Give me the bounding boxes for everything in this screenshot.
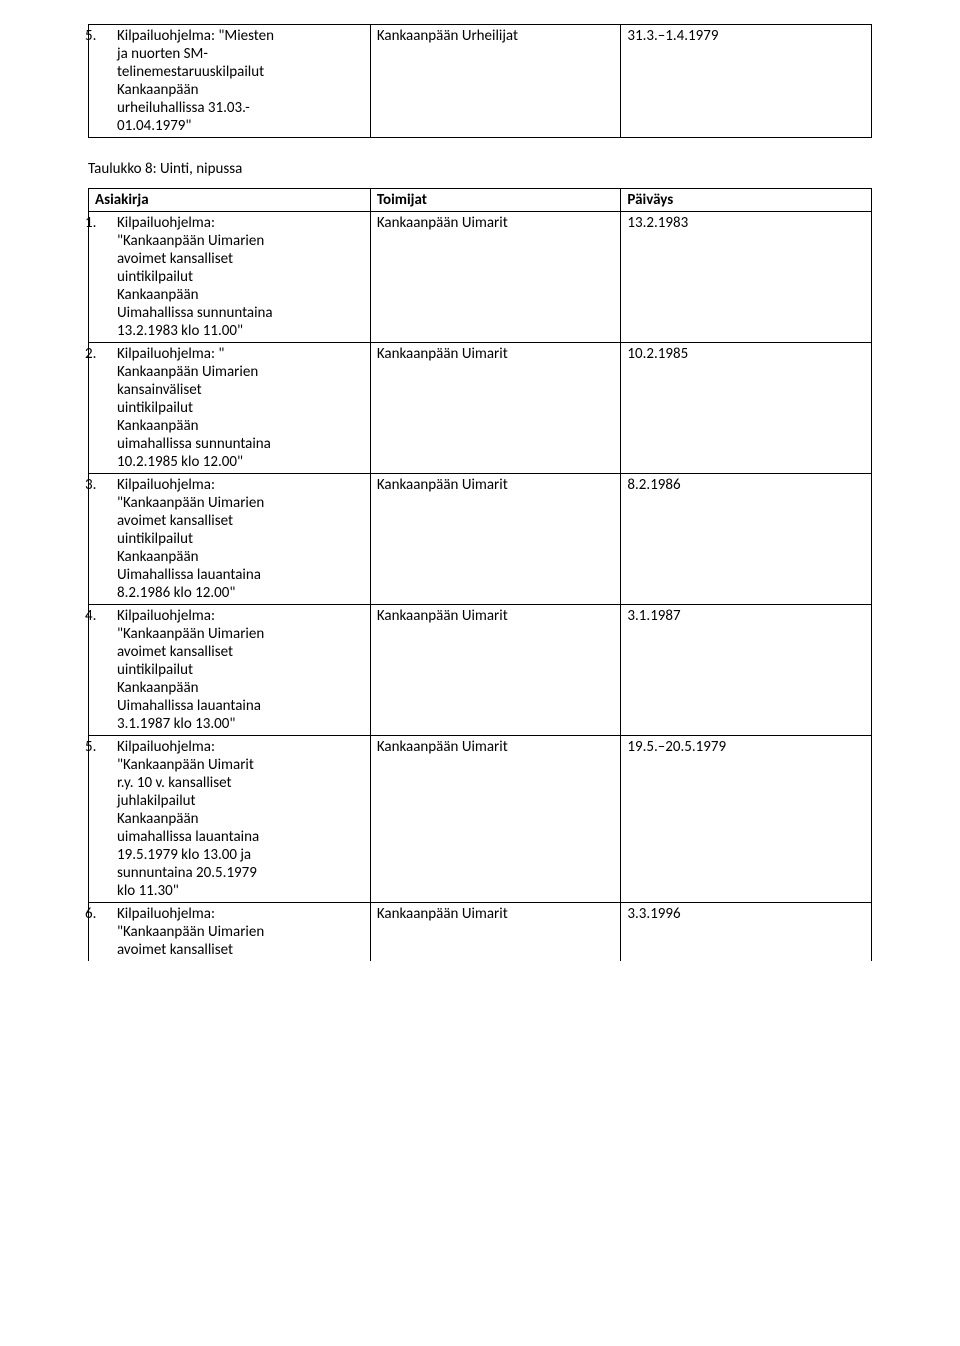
desc-line: 10.2.1985 klo 12.00"	[117, 453, 364, 471]
paivays-cell: 13.2.1983	[621, 212, 872, 343]
desc-line: Kankaanpään	[117, 548, 364, 566]
row-number: 2.	[101, 345, 117, 363]
desc-rest: ja nuorten SM- telinemestaruuskilpailut …	[95, 45, 364, 135]
toimijat-cell: Kankaanpään Uimarit	[370, 903, 621, 962]
desc-line: 3.1.1987 klo 13.00"	[117, 715, 364, 733]
toimijat-cell: Kankaanpään Uimarit	[370, 605, 621, 736]
desc-line: urheiluhallissa 31.03.-	[117, 99, 364, 117]
desc-text: Kilpailuohjelma:	[117, 607, 215, 625]
desc-line: Kankaanpään	[117, 81, 364, 99]
header-toimijat: Toimijat	[370, 189, 621, 212]
desc-line: uintikilpailut	[117, 530, 364, 548]
desc-line: "Kankaanpään Uimarit	[117, 756, 364, 774]
toimijat-cell: Kankaanpään Uimarit	[370, 212, 621, 343]
desc-line: juhlakilpailut	[117, 792, 364, 810]
desc-line: avoimet kansalliset	[117, 941, 364, 959]
table-row: 5.Kilpailuohjelma: "Miesten ja nuorten S…	[89, 25, 872, 138]
desc-line: avoimet kansalliset	[117, 512, 364, 530]
desc-line: Kankaanpään	[117, 679, 364, 697]
main-table: Asiakirja Toimijat Päiväys 1.Kilpailuohj…	[88, 188, 872, 961]
desc-line: "Kankaanpään Uimarien	[117, 494, 364, 512]
table-heading: Taulukko 8: Uinti, nipussa	[88, 160, 872, 178]
desc-line: Uimahallissa lauantaina	[117, 566, 364, 584]
toimijat-cell: Kankaanpään Urheilijat	[370, 25, 621, 138]
table-row: 2.Kilpailuohjelma: " Kankaanpään Uimarie…	[89, 343, 872, 474]
paivays-cell: 8.2.1986	[621, 474, 872, 605]
desc-line: 13.2.1983 klo 11.00"	[117, 322, 364, 340]
desc-line: uimahallissa sunnuntaina	[117, 435, 364, 453]
desc-line: Kankaanpään	[117, 417, 364, 435]
desc-line: avoimet kansalliset	[117, 643, 364, 661]
table-row: 6.Kilpailuohjelma: "Kankaanpään Uimarien…	[89, 903, 872, 962]
desc-line: Uimahallissa lauantaina	[117, 697, 364, 715]
toimijat-cell: Kankaanpään Uimarit	[370, 343, 621, 474]
desc-line: 01.04.1979"	[117, 117, 364, 135]
desc-line: "Kankaanpään Uimarien	[117, 232, 364, 250]
paivays-cell: 10.2.1985	[621, 343, 872, 474]
desc-line: uintikilpailut	[117, 399, 364, 417]
desc-line: uimahallissa lauantaina	[117, 828, 364, 846]
header-asiakirja: Asiakirja	[89, 189, 371, 212]
desc-line: klo 11.30"	[117, 882, 364, 900]
header-paivays: Päiväys	[621, 189, 872, 212]
table-row: 1.Kilpailuohjelma: "Kankaanpään Uimarien…	[89, 212, 872, 343]
desc-line: Uimahallissa sunnuntaina	[117, 304, 364, 322]
desc-first-line: 5.Kilpailuohjelma: "Miesten	[95, 27, 364, 45]
row-number: 5.	[101, 738, 117, 756]
desc-line: r.y. 10 v. kansalliset	[117, 774, 364, 792]
toimijat-cell: Kankaanpään Uimarit	[370, 474, 621, 605]
paivays-cell: 3.3.1996	[621, 903, 872, 962]
row-number: 3.	[101, 476, 117, 494]
desc-text: Kilpailuohjelma:	[117, 214, 215, 232]
desc-line: avoimet kansalliset	[117, 250, 364, 268]
desc-text: Kilpailuohjelma:	[117, 905, 215, 923]
table-row: 5.Kilpailuohjelma: "Kankaanpään Uimarit …	[89, 736, 872, 903]
desc-line: "Kankaanpään Uimarien	[117, 625, 364, 643]
desc-line: Kankaanpään Uimarien	[117, 363, 364, 381]
desc-text: Kilpailuohjelma:	[117, 738, 215, 756]
table-header-row: Asiakirja Toimijat Päiväys	[89, 189, 872, 212]
desc-line: uintikilpailut	[117, 661, 364, 679]
row-number: 1.	[101, 214, 117, 232]
desc-line: 19.5.1979 klo 13.00 ja	[117, 846, 364, 864]
row-number: 4.	[101, 607, 117, 625]
desc-line: sunnuntaina 20.5.1979	[117, 864, 364, 882]
top-partial-table: 5.Kilpailuohjelma: "Miesten ja nuorten S…	[88, 24, 872, 138]
desc-text: Kilpailuohjelma:	[117, 476, 215, 494]
paivays-cell: 3.1.1987	[621, 605, 872, 736]
desc-line: telinemestaruuskilpailut	[117, 63, 364, 81]
paivays-cell: 19.5.–20.5.1979	[621, 736, 872, 903]
paivays-cell: 31.3.–1.4.1979	[621, 25, 872, 138]
toimijat-cell: Kankaanpään Uimarit	[370, 736, 621, 903]
desc-line: 8.2.1986 klo 12.00"	[117, 584, 364, 602]
table-row: 4.Kilpailuohjelma: "Kankaanpään Uimarien…	[89, 605, 872, 736]
desc-line: "Kankaanpään Uimarien	[117, 923, 364, 941]
row-number: 6.	[101, 905, 117, 923]
desc-line: kansainväliset	[117, 381, 364, 399]
desc-line: ja nuorten SM-	[117, 45, 364, 63]
desc-text: Kilpailuohjelma: "	[117, 345, 224, 363]
desc-line: Kankaanpään	[117, 810, 364, 828]
row-number: 5.	[101, 27, 117, 45]
desc-line: Kankaanpään	[117, 286, 364, 304]
desc-line: uintikilpailut	[117, 268, 364, 286]
desc-text: Kilpailuohjelma: "Miesten	[117, 27, 274, 45]
table-row: 3.Kilpailuohjelma: "Kankaanpään Uimarien…	[89, 474, 872, 605]
